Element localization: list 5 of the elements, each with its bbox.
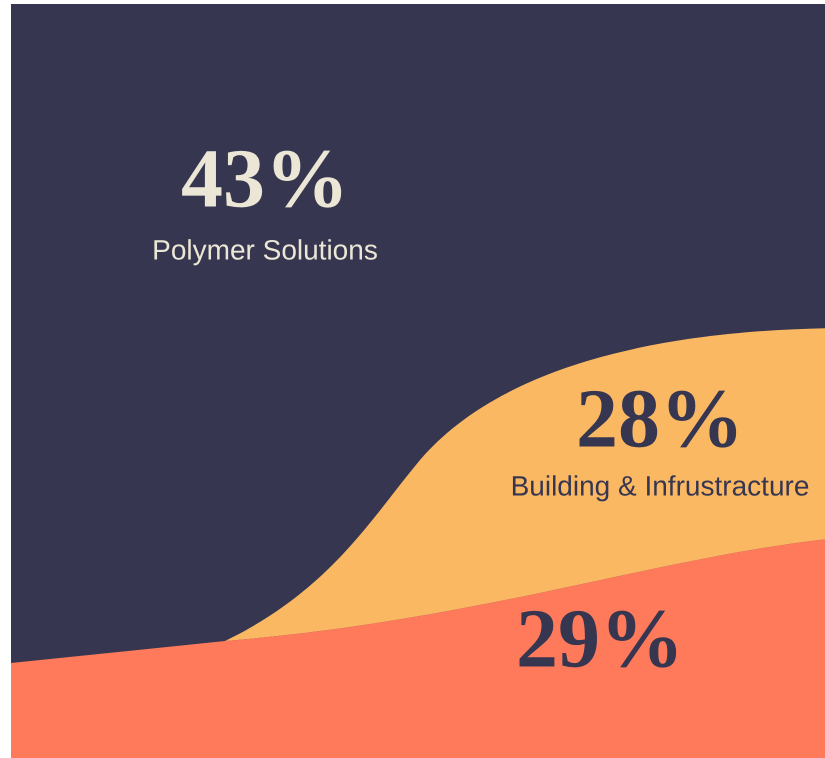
data-label: 28% [576,372,744,466]
data-label: 43% [181,132,349,226]
category-label: Polymer Solutions [152,234,378,266]
category-label: Building & Infrustracture [510,470,810,502]
data-label: 29% [516,592,684,686]
